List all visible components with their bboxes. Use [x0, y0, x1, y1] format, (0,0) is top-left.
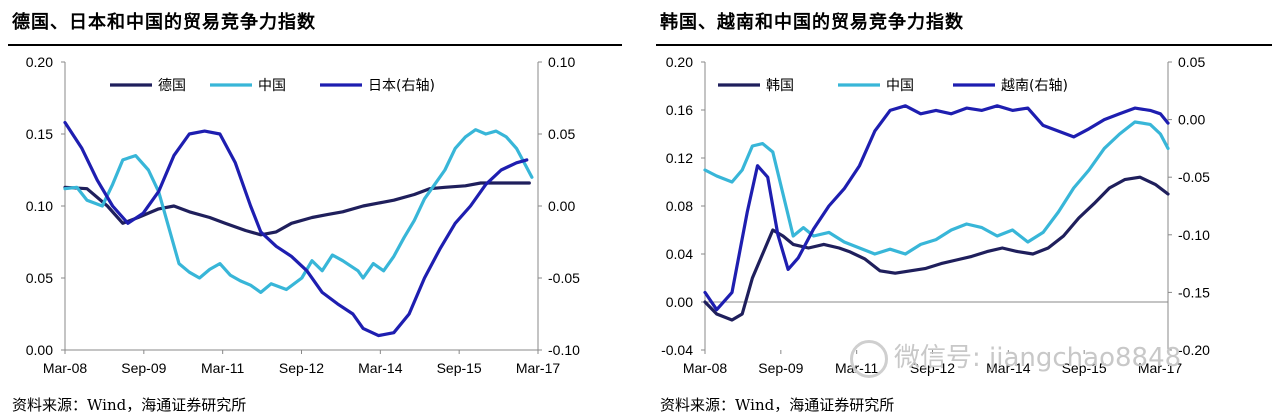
legend-label: 中国	[258, 78, 286, 94]
x-tick-label: Mar-17	[516, 360, 561, 376]
x-tick-label: Mar-08	[683, 360, 728, 376]
y-tick-label-right: 0.05	[1178, 54, 1205, 70]
y-tick-label-right: 0.00	[548, 198, 575, 214]
right-title-rule	[656, 44, 1272, 46]
y-tick-label-right: -0.10	[548, 342, 580, 358]
x-tick-label: Sep-15	[1062, 360, 1107, 376]
series-line	[63, 128, 534, 294]
series-line	[703, 104, 1170, 312]
x-tick-label: Mar-14	[986, 360, 1031, 376]
series-line	[63, 120, 529, 338]
legend-label: 德国	[158, 78, 186, 94]
x-tick-label: Mar-17	[1138, 360, 1183, 376]
y-tick-label-right: -0.05	[1178, 169, 1210, 185]
y-tick-label-left: 0.10	[26, 198, 53, 214]
wechat-icon	[850, 339, 888, 378]
watermark-text: 微信号: jiangchao8848	[894, 343, 1182, 373]
legend-label: 越南(右轴)	[1001, 78, 1068, 94]
y-tick-label-left: 0.12	[666, 150, 693, 166]
y-tick-label-left: 0.08	[666, 198, 693, 214]
x-tick-label: Sep-12	[910, 360, 955, 376]
y-tick-label-left: 0.00	[26, 342, 53, 358]
right-chart-svg: -0.04 0.00 0.04 0.08 0.12 0.16 0.20 -0.20 -0.15 -…	[661, 54, 1210, 376]
left-title-rule	[8, 44, 622, 46]
left-chart-svg: 0.00 0.05 0.10 0.15 0.20 -0.10 -0.05 0.00 0.05 0.…	[26, 54, 580, 376]
y-tick-label-left: 0.20	[666, 54, 693, 70]
right-chart-title: 韩国、越南和中国的贸易竞争力指数	[660, 12, 964, 33]
left-chart-title: 德国、日本和中国的贸易竞争力指数	[12, 12, 316, 33]
y-tick-label-left: 0.20	[26, 54, 53, 70]
y-tick-label-right: 0.05	[548, 126, 575, 142]
y-tick-label-left: -0.04	[661, 342, 693, 358]
y-tick-label-right: 0.00	[1178, 112, 1205, 128]
y-tick-label-right: -0.10	[1178, 227, 1210, 243]
left-chart-panel: 德国、日本和中国的贸易竞争力指数 0.00 0.05 0.10 0.15 0.20 -0.…	[0, 0, 630, 420]
x-tick-label: Mar-08	[43, 360, 88, 376]
right-source-note: 资料来源：Wind，海通证券研究所	[660, 396, 895, 414]
y-tick-label-left: 0.15	[26, 126, 53, 142]
y-tick-label-left: 0.00	[666, 294, 693, 310]
y-tick-label-left: 0.05	[26, 270, 53, 286]
y-tick-label-right: -0.20	[1178, 342, 1210, 358]
legend-label: 中国	[886, 78, 914, 94]
series-line	[703, 120, 1170, 256]
x-tick-label: Sep-09	[758, 360, 803, 376]
x-tick-label: Sep-09	[121, 360, 166, 376]
legend-label: 韩国	[766, 78, 794, 94]
y-tick-label-right: -0.05	[548, 270, 580, 286]
x-tick-label: Mar-11	[201, 360, 245, 376]
legend-label: 日本(右轴)	[368, 78, 435, 94]
series-line	[63, 181, 531, 237]
x-tick-label: Sep-15	[437, 360, 482, 376]
y-tick-label-left: 0.16	[666, 102, 693, 118]
left-source-note: 资料来源：Wind，海通证券研究所	[12, 396, 247, 414]
right-chart-panel: 韩国、越南和中国的贸易竞争力指数 -0.04 0.00 0.04 0.08 0.12 0.…	[648, 0, 1280, 420]
series-line	[703, 175, 1170, 322]
y-tick-label-right: -0.15	[1178, 284, 1210, 300]
watermark: 微信号: jiangchao8848	[850, 337, 1181, 378]
y-tick-label-left: 0.04	[666, 246, 693, 262]
x-tick-label: Mar-14	[358, 360, 403, 376]
x-tick-label: Sep-12	[279, 360, 324, 376]
y-tick-label-right: 0.10	[548, 54, 575, 70]
